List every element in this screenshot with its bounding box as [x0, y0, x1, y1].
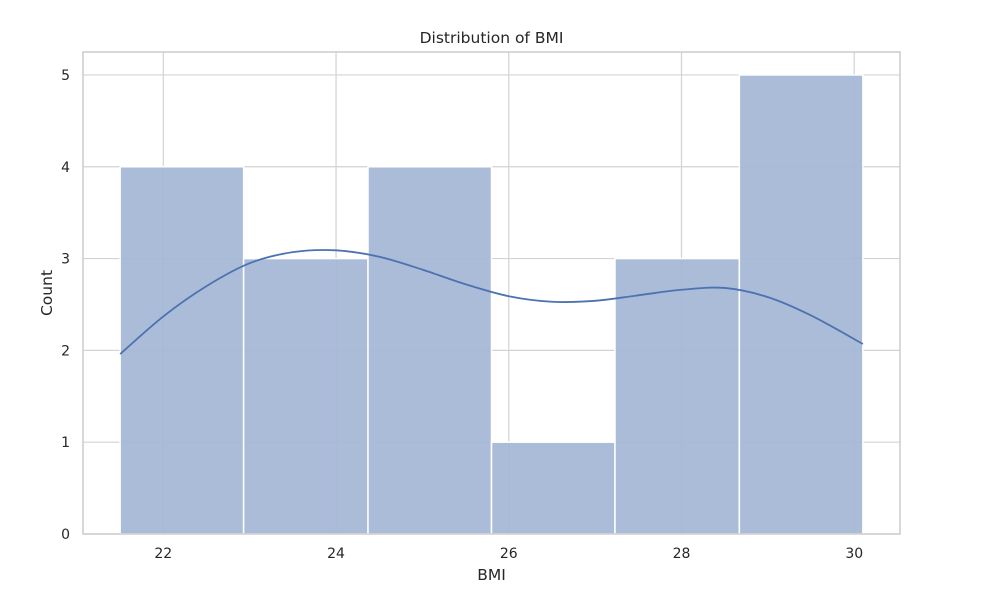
- x-tick-labels: 22 24 26 28 30: [154, 546, 863, 562]
- y-tick-label: 4: [61, 160, 70, 176]
- y-tick-label: 1: [61, 435, 70, 451]
- x-tick-label: 24: [327, 546, 345, 562]
- y-tick-label: 0: [61, 527, 70, 543]
- histogram-bar: [367, 166, 493, 535]
- plot-frame: [82, 51, 901, 535]
- kde-line: [119, 249, 864, 355]
- x-tick-label: 22: [154, 546, 172, 562]
- x-tick-label: 28: [673, 546, 691, 562]
- histogram-bar: [242, 257, 369, 535]
- y-tick-label: 3: [61, 252, 70, 268]
- chart-title: Distribution of BMI: [420, 29, 564, 47]
- x-tick-label: 30: [845, 546, 863, 562]
- y-tick-labels: 0 1 2 3 4 5: [61, 68, 70, 543]
- y-tick-label: 2: [61, 343, 70, 359]
- y-tick-label: 5: [61, 68, 70, 84]
- y-axis-label: Count: [38, 270, 56, 316]
- histogram-bar: [614, 257, 741, 535]
- kde-curve-group: [119, 249, 864, 355]
- x-tick-label: 26: [500, 546, 518, 562]
- histogram-bar: [119, 166, 245, 535]
- histogram-bar: [490, 441, 616, 535]
- x-axis-label: BMI: [477, 566, 506, 584]
- histogram-bar: [738, 74, 864, 535]
- histogram-bars: [119, 74, 864, 535]
